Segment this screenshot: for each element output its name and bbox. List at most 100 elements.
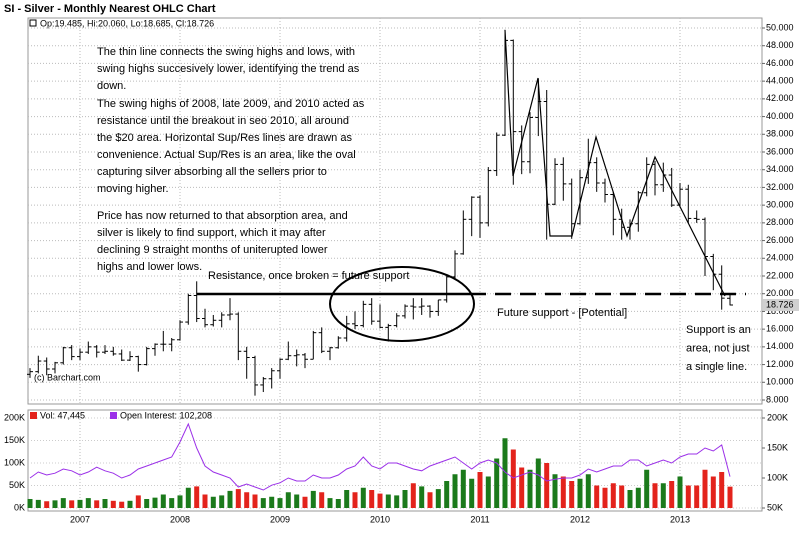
- last-price-label: 18.726: [766, 299, 794, 309]
- volume-bar: [527, 469, 533, 508]
- y-tick-label: 150K: [4, 435, 25, 445]
- volume-bar: [510, 449, 516, 508]
- volume-bar: [52, 500, 58, 508]
- volume-bar: [619, 485, 625, 508]
- volume-bar: [102, 499, 108, 508]
- y2-tick-label: 100K: [767, 472, 788, 482]
- volume-bar: [402, 490, 408, 508]
- y-tick-label: 38.000: [766, 129, 794, 139]
- annotation: Future support - [Potential]: [497, 307, 627, 319]
- volume-bar: [269, 496, 275, 508]
- y-tick-label: 46.000: [766, 58, 794, 68]
- x-tick-label: 2007: [70, 514, 90, 524]
- volume-bar: [594, 485, 600, 508]
- volume-bar: [85, 498, 91, 508]
- copyright: (c) Barchart.com: [34, 372, 101, 382]
- annotation: the $20 area. Horizontal Sup/Res lines a…: [97, 132, 352, 144]
- y-tick-label: 24.000: [766, 253, 794, 263]
- volume-bar: [535, 458, 541, 508]
- legend-label: Open Interest: 102,208: [120, 410, 212, 420]
- y-tick-label: 26.000: [766, 235, 794, 245]
- volume-bar: [260, 498, 266, 508]
- volume-bar: [310, 490, 316, 508]
- volume-bar: [469, 478, 475, 508]
- y-tick-label: 40.000: [766, 111, 794, 121]
- marks: 18.726 Vol: 47,445 Open Interest: 102,208: [27, 29, 799, 508]
- volume-bar: [644, 469, 650, 508]
- y-tick-label: 48.000: [766, 40, 794, 50]
- annotation: Support is an: [686, 324, 751, 336]
- volume-bar: [585, 474, 591, 508]
- volume-bar: [560, 476, 566, 508]
- volume-bar: [352, 492, 358, 508]
- y2-tick-label: 50K: [767, 502, 783, 512]
- x-tick-label: 2008: [170, 514, 190, 524]
- volume-bar: [577, 478, 583, 508]
- volume-bar: [544, 463, 550, 508]
- volume-bar: [27, 499, 33, 508]
- volume-bar: [60, 498, 66, 508]
- y-tick-label: 8.000: [766, 394, 789, 404]
- volume-frame: [27, 409, 763, 512]
- y-tick-label: 12.000: [766, 359, 794, 369]
- volume-bar: [719, 472, 725, 508]
- volume-bar: [427, 492, 433, 508]
- x-tick-label: 2012: [570, 514, 590, 524]
- annotation: highs and lower lows.: [97, 261, 202, 273]
- volume-bar: [702, 469, 708, 508]
- chart-title: SI - Silver - Monthly Nearest OHLC Chart: [4, 3, 216, 15]
- volume-bar: [477, 472, 483, 508]
- y-tick-label: 0K: [14, 502, 25, 512]
- volume-bar: [35, 499, 41, 508]
- annotation: capturing silver absorbing all the selle…: [97, 166, 327, 178]
- volume-bar: [410, 483, 416, 508]
- y-tick-label: 10.000: [766, 377, 794, 387]
- volume-bar: [727, 486, 733, 508]
- annotation: convenience. Actual Sup/Res is an area, …: [97, 149, 356, 161]
- annotation: The thin line connects the swing highs a…: [97, 46, 355, 58]
- volume-bar: [385, 494, 391, 508]
- y-tick-label: 100K: [4, 457, 25, 467]
- y-tick-label: 42.000: [766, 93, 794, 103]
- x-tick-label: 2013: [670, 514, 690, 524]
- x-tick-label: 2011: [470, 514, 489, 524]
- volume-bar: [327, 498, 333, 508]
- volume-bar: [569, 481, 575, 508]
- volume-bar: [110, 500, 116, 508]
- y-tick-label: 36.000: [766, 146, 794, 156]
- volume-bar: [127, 500, 133, 508]
- price-legend: Op:19.485, Hi:20.060, Lo:18.685, Cl:18.7…: [40, 18, 214, 28]
- y-tick-label: 20.000: [766, 288, 794, 298]
- absorption-oval: [329, 266, 475, 342]
- volume-bar: [244, 492, 250, 508]
- volume-bar: [235, 489, 241, 508]
- volume-bar: [319, 492, 325, 508]
- volume-bar: [169, 498, 175, 508]
- volume-bar: [344, 490, 350, 508]
- volume-bar: [635, 487, 641, 508]
- x-tick-label: 2009: [270, 514, 290, 524]
- volume-bar: [135, 495, 141, 508]
- volume-bar: [494, 458, 500, 508]
- volume-bar: [710, 476, 716, 508]
- y-tick-label: 200K: [4, 412, 25, 422]
- volume-bar: [602, 487, 608, 508]
- volume-bar: [685, 485, 691, 508]
- volume-bar: [44, 501, 50, 508]
- volume-bar: [360, 487, 366, 508]
- annotation: a single line.: [686, 361, 747, 373]
- volume-bar: [435, 489, 441, 508]
- annotation: swing highs succesively lower, identifyi…: [97, 63, 360, 75]
- volume-bar: [677, 476, 683, 508]
- volume-bar: [152, 497, 158, 508]
- volume-bar: [377, 493, 383, 508]
- volume-bar: [294, 494, 300, 508]
- volume-bar: [69, 500, 75, 508]
- volume-bar: [394, 495, 400, 508]
- y2-tick-label: 150K: [767, 442, 788, 452]
- annotation: moving higher.: [97, 183, 169, 195]
- legend-label: Vol: 47,445: [40, 410, 85, 420]
- volume-bar: [669, 481, 675, 508]
